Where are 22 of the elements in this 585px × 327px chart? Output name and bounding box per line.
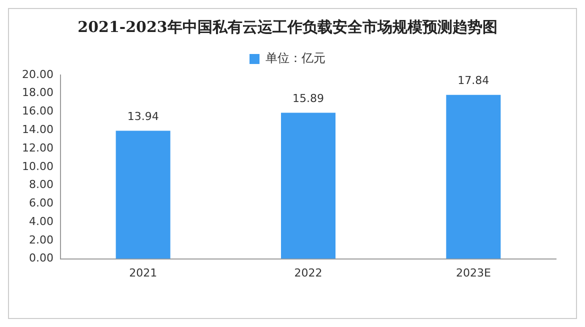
bar: [446, 94, 501, 259]
chart-title: 2021-2023年中国私有云运工作负载安全市场规模预测趋势图: [78, 18, 498, 36]
bar: [280, 112, 336, 259]
bar: [116, 130, 170, 259]
y-tick-label: 10.00: [22, 160, 54, 173]
y-tick-label: 0.00: [28, 252, 54, 265]
data-label: 13.94: [127, 110, 159, 124]
x-tick-label: 2022: [294, 266, 322, 280]
y-tick-label: 12.00: [22, 141, 54, 154]
y-tick-label: 14.00: [22, 123, 54, 136]
y-tick-label: 16.00: [22, 104, 54, 118]
y-tick-label: 6.00: [28, 196, 54, 210]
data-label: 15.89: [292, 92, 324, 106]
y-tick-label: 8.00: [28, 178, 54, 192]
data-label: 17.84: [458, 74, 490, 88]
y-tick-label: 2.00: [28, 233, 54, 246]
y-tick-label: 4.00: [28, 214, 54, 228]
y-tick-label: 20.00: [22, 68, 54, 81]
x-tick-label: 2023E: [456, 266, 491, 280]
x-tick-label: 2021: [129, 266, 158, 280]
legend-label: 单位：亿元: [266, 51, 326, 66]
y-tick-label: 18.00: [22, 86, 54, 100]
